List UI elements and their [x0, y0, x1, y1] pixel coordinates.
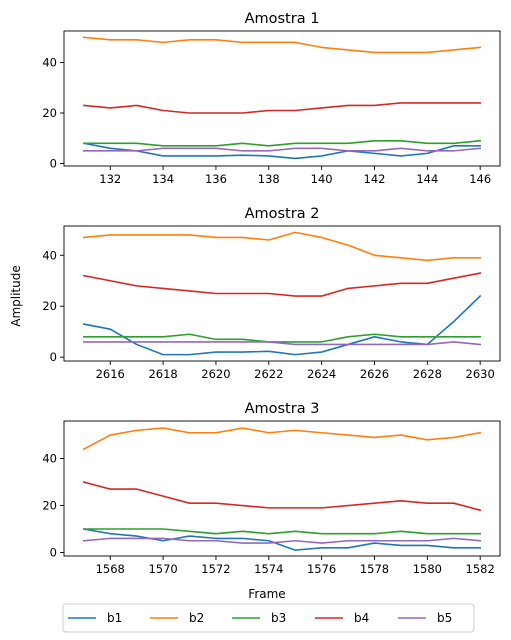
panel-3-x-tick-label: 1582 — [466, 562, 495, 576]
panel-1-x-tick-label: 134 — [152, 172, 174, 186]
panel-3-x-tick-label: 1568 — [96, 562, 125, 576]
panel-2-series-b4 — [82, 272, 482, 297]
legend-label-b5: b5 — [437, 611, 452, 625]
panel-3-series-b2 — [82, 427, 482, 451]
panel-2-x-tick-label: 2616 — [96, 367, 125, 381]
panel-2-axes-frame — [63, 225, 501, 362]
panel-2: Amostra 2 2616 2618 2620 2622 2624 2626 2628 26… — [42, 206, 501, 381]
x-axis-label: Frame — [248, 587, 285, 601]
panel-1-series-b3 — [83, 139, 482, 147]
panel-1-y-tick-label: 20 — [42, 106, 57, 120]
panel-3-x-tick-label: 1580 — [413, 562, 442, 576]
panel-1-x-tick-label: 146 — [469, 172, 491, 186]
panel-2-y-tick-label: 20 — [42, 299, 57, 313]
panel-1-series-b1 — [82, 142, 481, 160]
panel-1-x-tick-label: 140 — [311, 172, 333, 186]
panel-1-x-tick-label: 138 — [258, 172, 280, 186]
panel-1-axes-frame — [63, 30, 501, 167]
panel-3-series-b5 — [82, 537, 482, 544]
y-axis-label: Amplitude — [9, 265, 23, 327]
panel-3-axes-frame — [63, 420, 501, 557]
panel-3-y-tick-label: 40 — [42, 452, 57, 466]
panel-2-x-tick-label: 2628 — [413, 367, 442, 381]
legend-label-b4: b4 — [354, 611, 369, 625]
panel-3-x-tick-label: 1576 — [307, 562, 336, 576]
panel-3-y-tick-label: 0 — [50, 545, 57, 559]
panel-3-y-tick-label: 20 — [42, 499, 57, 513]
panel-3-title: Amostra 3 — [245, 401, 320, 417]
panel-2-series-b1 — [82, 294, 482, 356]
panel-3-x-tick-label: 1572 — [201, 562, 230, 576]
panel-2-x-tick-label: 2622 — [254, 367, 283, 381]
legend-label-b3: b3 — [271, 611, 286, 625]
panel-2-y-tick-label: 40 — [42, 248, 57, 262]
panel-3-x-tick-label: 1574 — [254, 562, 283, 576]
panel-2-series-b5 — [83, 341, 482, 346]
panel-2-series-b2 — [82, 231, 481, 262]
panel-2-x-tick-label: 2630 — [466, 367, 495, 381]
panel-1-y-tick-label: 0 — [50, 156, 57, 170]
panel-3-series-b4 — [82, 481, 482, 512]
panel-3-x-tick-label: 1578 — [360, 562, 389, 576]
panel-1-series-b5 — [83, 147, 482, 152]
panel-2-x-tick-label: 2624 — [307, 367, 336, 381]
panel-3-series-b3 — [83, 528, 481, 535]
panel-1-y-tick-label: 40 — [42, 56, 57, 70]
panel-1-title: Amostra 1 — [245, 11, 320, 27]
panel-3-x-tick-label: 1570 — [148, 562, 177, 576]
panel-2-x-tick-label: 2620 — [201, 367, 230, 381]
legend-label-b2: b2 — [189, 611, 204, 625]
panel-2-y-tick-label: 0 — [50, 350, 57, 364]
panel-1-series-b2 — [82, 36, 482, 54]
panel-1-x-tick-label: 142 — [364, 172, 386, 186]
panel-2-x-tick-label: 2618 — [148, 367, 177, 381]
legend-frame — [62, 603, 475, 633]
panel-1-series-b4 — [82, 102, 481, 114]
panel-1-x-tick-label: 144 — [416, 172, 438, 186]
panel-2-series-b3 — [83, 333, 481, 343]
panel-3: Amostra 3 1568 1570 1572 1574 1576 1578 1580 15… — [42, 401, 501, 576]
panel-2-x-tick-label: 2626 — [360, 367, 389, 381]
panel-2-title: Amostra 2 — [245, 206, 320, 222]
legend-label-b1: b1 — [107, 611, 122, 625]
panel-1-x-tick-label: 132 — [99, 172, 121, 186]
panel-1-x-tick-label: 136 — [205, 172, 227, 186]
panel-1: Amostra 1 132 134 136 138 140 142 144 146 0 20 40 — [42, 11, 501, 186]
legend: b1 b2 b3 b4 b5 — [62, 603, 475, 633]
